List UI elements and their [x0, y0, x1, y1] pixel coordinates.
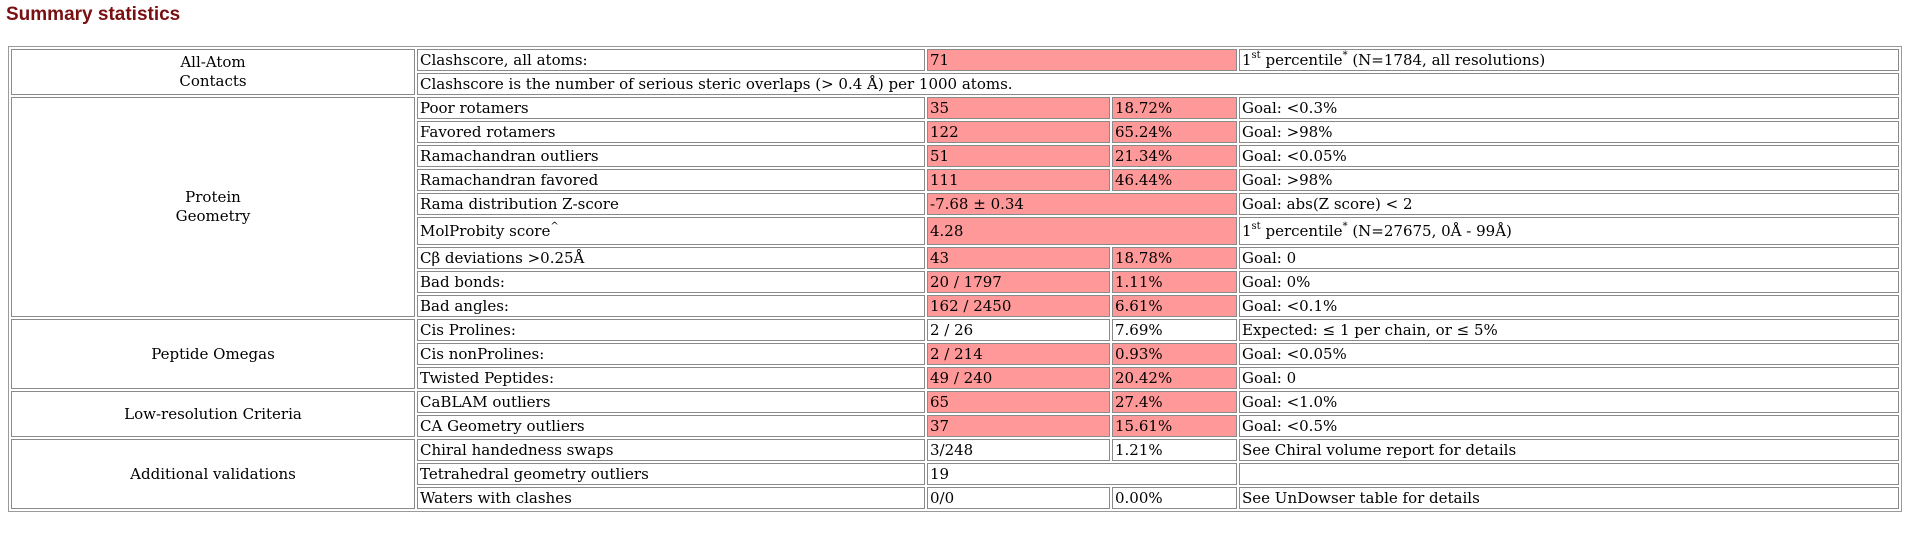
twisted-peptides-value: 49 / 240 [927, 367, 1110, 389]
cablam-goal: Goal: <1.0% [1239, 391, 1899, 413]
table-row: Peptide Omegas Cis Prolines: 2 / 26 7.69… [11, 319, 1899, 389]
bad-angles-goal: Goal: <0.1% [1239, 295, 1899, 317]
group-additional-validations: Additional validations [11, 439, 415, 509]
rama-z-value: -7.68 ± 0.34 [927, 193, 1237, 215]
cablam-percent: 27.4% [1112, 391, 1237, 413]
bad-angles-value: 162 / 2450 [927, 295, 1110, 317]
table-row: Low-resolution Criteria CaBLAM outliers … [11, 391, 1899, 437]
ca-geometry-value: 37 [927, 415, 1110, 437]
cis-nonprolines-goal: Goal: <0.05% [1239, 343, 1899, 365]
table-row: Additional validations Chiral handedness… [11, 439, 1899, 509]
poor-rotamers-label: Poor rotamers [417, 97, 925, 119]
rama-favored-percent: 46.44% [1112, 169, 1237, 191]
favored-rotamers-label: Favored rotamers [417, 121, 925, 143]
chiral-swaps-label: Chiral handedness swaps [417, 439, 925, 461]
table-row: CA Geometry outliers 37 15.61% Goal: <0.… [11, 415, 1899, 437]
waters-clashes-note: See UnDowser table for details [1239, 487, 1899, 509]
rama-outliers-label: Ramachandran outliers [417, 145, 925, 167]
favored-rotamers-value: 122 [927, 121, 1110, 143]
chiral-swaps-percent: 1.21% [1112, 439, 1237, 461]
rama-outliers-value: 51 [927, 145, 1110, 167]
cablam-value: 65 [927, 391, 1110, 413]
cis-nonprolines-percent: 0.93% [1112, 343, 1237, 365]
cis-prolines-expected: Expected: ≤ 1 per chain, or ≤ 5% [1239, 319, 1899, 341]
poor-rotamers-percent: 18.72% [1112, 97, 1237, 119]
tetrahedral-outliers-note [1239, 463, 1899, 485]
clashscore-percentile: 1st percentile* (N=1784, all resolutions… [1239, 49, 1899, 71]
ca-geometry-percent: 15.61% [1112, 415, 1237, 437]
table-row: Protein Geometry Poor rotamers 35 18.72%… [11, 97, 1899, 317]
rama-outliers-percent: 21.34% [1112, 145, 1237, 167]
table-row: Rama distribution Z-score -7.68 ± 0.34 G… [11, 193, 1899, 215]
twisted-peptides-percent: 20.42% [1112, 367, 1237, 389]
rama-outliers-goal: Goal: <0.05% [1239, 145, 1899, 167]
poor-rotamers-goal: Goal: <0.3% [1239, 97, 1899, 119]
molprobity-value: 4.28 [927, 217, 1237, 245]
group-low-resolution-criteria: Low-resolution Criteria [11, 391, 415, 437]
favored-rotamers-goal: Goal: >98% [1239, 121, 1899, 143]
cbeta-percent: 18.78% [1112, 247, 1237, 269]
table-row: Bad bonds: 20 / 1797 1.11% Goal: 0% [11, 271, 1899, 293]
waters-clashes-label: Waters with clashes [417, 487, 925, 509]
rama-z-label: Rama distribution Z-score [417, 193, 925, 215]
twisted-peptides-goal: Goal: 0 [1239, 367, 1899, 389]
ca-geometry-goal: Goal: <0.5% [1239, 415, 1899, 437]
tetrahedral-outliers-value: 19 [927, 463, 1237, 485]
table-row: Waters with clashes 0/0 0.00% See UnDows… [11, 487, 1899, 509]
favored-rotamers-percent: 65.24% [1112, 121, 1237, 143]
cbeta-value: 43 [927, 247, 1110, 269]
cis-prolines-value: 2 / 26 [927, 319, 1110, 341]
tetrahedral-outliers-label: Tetrahedral geometry outliers [417, 463, 925, 485]
table-row: Favored rotamers 122 65.24% Goal: >98% [11, 121, 1899, 143]
bad-angles-percent: 6.61% [1112, 295, 1237, 317]
table-row: Ramachandran outliers 51 21.34% Goal: <0… [11, 145, 1899, 167]
cis-nonprolines-label: Cis nonProlines: [417, 343, 925, 365]
poor-rotamers-value: 35 [927, 97, 1110, 119]
molprobity-percentile: 1st percentile* (N=27675, 0Å - 99Å) [1239, 217, 1899, 245]
page-title: Summary statistics [6, 4, 181, 25]
rama-favored-label: Ramachandran favored [417, 169, 925, 191]
table-row: MolProbity score^ 4.28 1st percentile* (… [11, 217, 1899, 245]
group-peptide-omegas: Peptide Omegas [11, 319, 415, 389]
waters-clashes-value: 0/0 [927, 487, 1110, 509]
table-row: All-Atom Contacts Clashscore, all atoms:… [11, 49, 1899, 95]
bad-angles-label: Bad angles: [417, 295, 925, 317]
bad-bonds-goal: Goal: 0% [1239, 271, 1899, 293]
waters-clashes-percent: 0.00% [1112, 487, 1237, 509]
table-row: Twisted Peptides: 49 / 240 20.42% Goal: … [11, 367, 1899, 389]
chiral-swaps-value: 3/248 [927, 439, 1110, 461]
bad-bonds-percent: 1.11% [1112, 271, 1237, 293]
molprobity-label: MolProbity score^ [417, 217, 925, 245]
table-row: Tetrahedral geometry outliers 19 [11, 463, 1899, 485]
ca-geometry-label: CA Geometry outliers [417, 415, 925, 437]
rama-z-goal: Goal: abs(Z score) < 2 [1239, 193, 1899, 215]
cbeta-label: Cβ deviations >0.25Å [417, 247, 925, 269]
cablam-label: CaBLAM outliers [417, 391, 925, 413]
cbeta-goal: Goal: 0 [1239, 247, 1899, 269]
cis-prolines-label: Cis Prolines: [417, 319, 925, 341]
table-row: Clashscore is the number of serious ster… [11, 73, 1899, 95]
cis-prolines-percent: 7.69% [1112, 319, 1237, 341]
rama-favored-value: 111 [927, 169, 1110, 191]
table-row: Bad angles: 162 / 2450 6.61% Goal: <0.1% [11, 295, 1899, 317]
group-protein-geometry: Protein Geometry [11, 97, 415, 317]
summary-statistics-table: All-Atom Contacts Clashscore, all atoms:… [8, 46, 1902, 512]
clashscore-description: Clashscore is the number of serious ster… [417, 73, 1899, 95]
bad-bonds-label: Bad bonds: [417, 271, 925, 293]
cis-nonprolines-value: 2 / 214 [927, 343, 1110, 365]
group-all-atom-contacts: All-Atom Contacts [11, 49, 415, 95]
chiral-swaps-note: See Chiral volume report for details [1239, 439, 1899, 461]
twisted-peptides-label: Twisted Peptides: [417, 367, 925, 389]
bad-bonds-value: 20 / 1797 [927, 271, 1110, 293]
table-row: Ramachandran favored 111 46.44% Goal: >9… [11, 169, 1899, 191]
table-row: Cis nonProlines: 2 / 214 0.93% Goal: <0.… [11, 343, 1899, 365]
clashscore-value: 71 [927, 49, 1237, 71]
clashscore-label: Clashscore, all atoms: [417, 49, 925, 71]
rama-favored-goal: Goal: >98% [1239, 169, 1899, 191]
table-row: Cβ deviations >0.25Å 43 18.78% Goal: 0 [11, 247, 1899, 269]
